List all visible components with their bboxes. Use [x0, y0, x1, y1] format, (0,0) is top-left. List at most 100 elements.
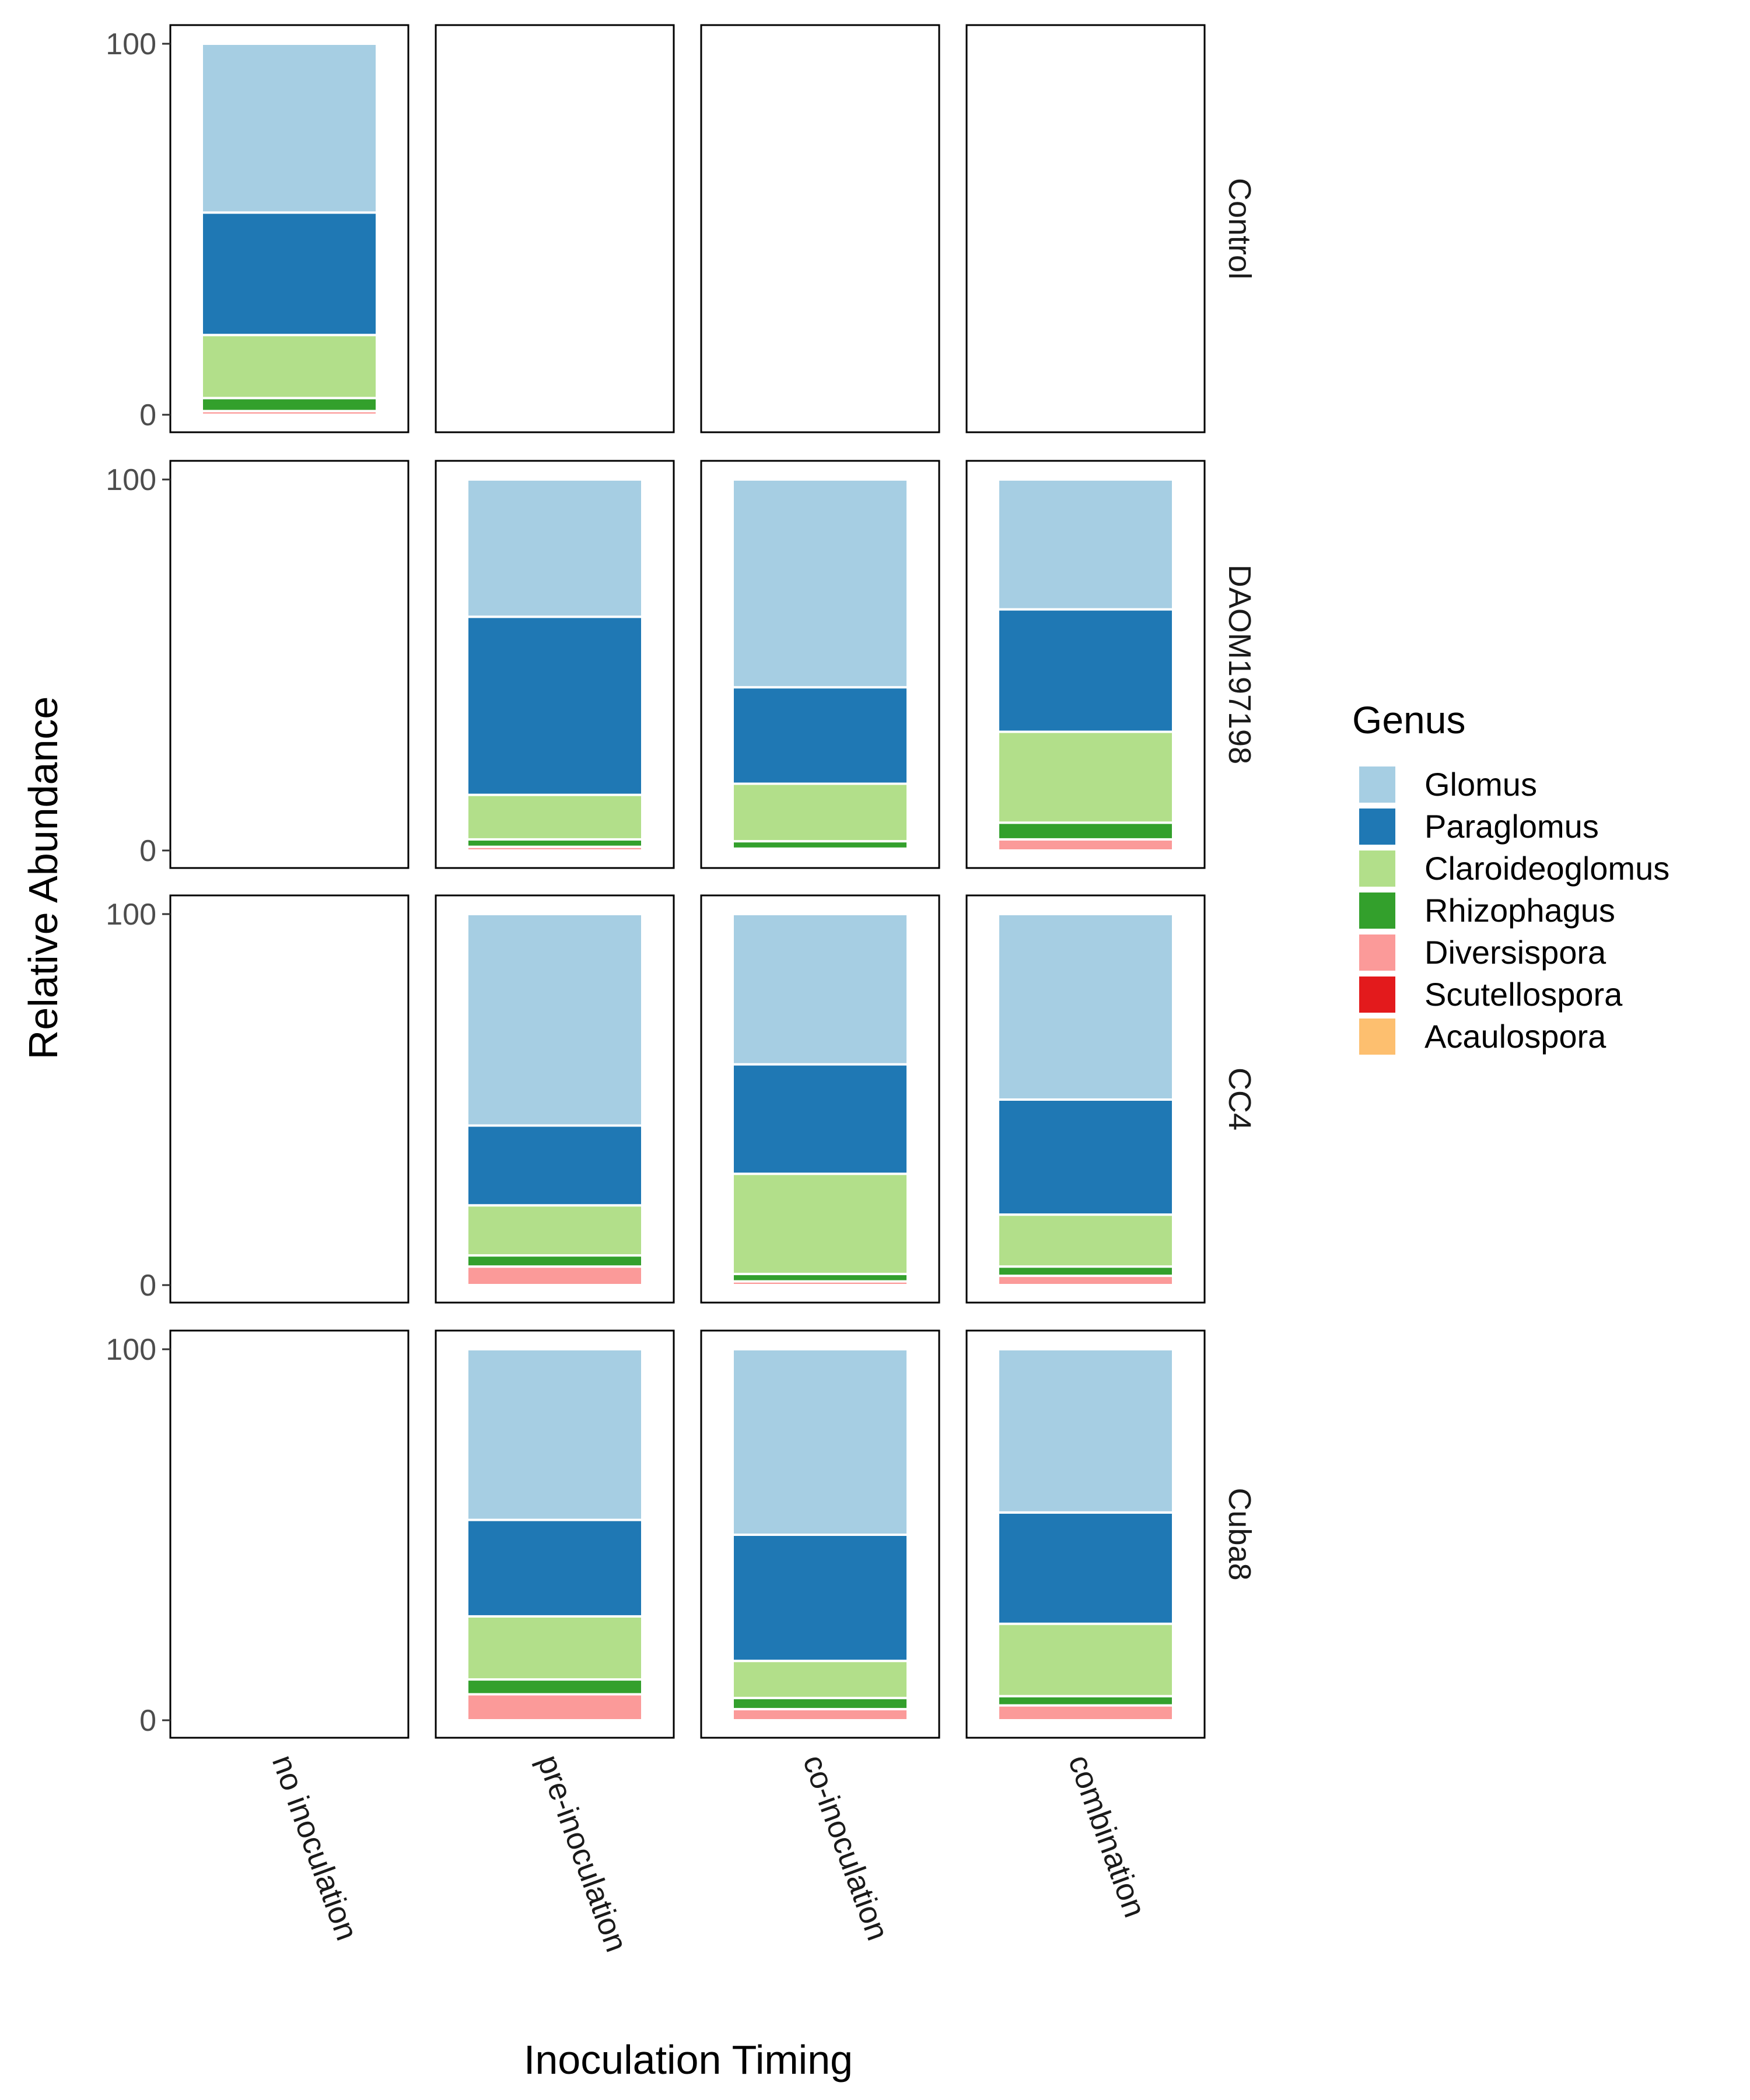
strip-label-cc4: CC4 [1222, 1068, 1257, 1130]
stacked-bar-cc4-pre-inoculation [466, 913, 643, 1286]
legend-item-glomus: Glomus [1359, 766, 1537, 803]
stacked-bar-cc4-co-inoculation [732, 913, 909, 1286]
panel-border [965, 894, 1206, 1304]
panel-border [700, 24, 940, 433]
legend-title: Genus [1352, 698, 1465, 741]
legend-label: Diversispora [1424, 934, 1606, 971]
bar-segment-paraglomus [732, 686, 909, 785]
y-tick-label: 100 [106, 1333, 156, 1367]
bar-segment-claroideoglomus [466, 1204, 643, 1257]
y-tick-label: 100 [106, 27, 156, 61]
y-tick-label: 0 [139, 1704, 156, 1738]
bar-segment-rhizophagus [997, 1265, 1174, 1278]
bar-segment-glomus [466, 1348, 643, 1521]
y-tick-label: 0 [139, 834, 156, 868]
panel-border [700, 894, 940, 1304]
stacked-bar-daom197198-combination [997, 478, 1174, 852]
stacked-bar-daom197198-pre-inoculation [466, 478, 643, 852]
bar-segment-rhizophagus [466, 1678, 643, 1696]
bar-segment-paraglomus [466, 1124, 643, 1207]
bar-segment-claroideoglomus [997, 730, 1174, 824]
bar-segment-rhizophagus [997, 821, 1174, 841]
bar-segment-claroideoglomus [466, 1615, 643, 1681]
panel-border [169, 24, 410, 433]
bar-segment-glomus [201, 43, 378, 214]
strip-label-cuba8: Cuba8 [1222, 1488, 1257, 1580]
legend-swatch [1359, 977, 1395, 1013]
panel-control-combination [965, 24, 1206, 433]
panel-border [169, 460, 410, 869]
panel-daom197198-pre-inoculation [435, 460, 675, 869]
legend-label: Acaulospora [1424, 1018, 1606, 1055]
bar-segment-diversispora [997, 1275, 1174, 1287]
panel-border [435, 1329, 675, 1739]
y-tick-label: 100 [106, 898, 156, 932]
bar-segment-paraglomus [201, 211, 378, 337]
bar-segment-glomus [466, 913, 643, 1127]
panel-cc4-combination [965, 894, 1206, 1304]
bar-segment-claroideoglomus [201, 334, 378, 400]
bar-segment-rhizophagus [997, 1695, 1174, 1707]
x-axis-title: Inoculation Timing [524, 2037, 853, 2082]
legend-item-acaulospora: Acaulospora [1359, 1018, 1606, 1055]
bar-segment-paraglomus [997, 1511, 1174, 1625]
stacked-bar-control-no-inoculation [201, 43, 378, 416]
legend-label: Glomus [1424, 766, 1537, 803]
y-tick-label: 0 [139, 1269, 156, 1303]
panel-cc4-no-inoculation [169, 894, 410, 1304]
bar-segment-diversispora [466, 1265, 643, 1286]
panel-daom197198-co-inoculation [700, 460, 940, 869]
bar-segment-paraglomus [997, 608, 1174, 733]
panel-control-no-inoculation [169, 24, 410, 433]
legend-label: Paraglomus [1424, 808, 1599, 845]
legend: Genus Glomus Paraglomus Claroideoglomus Rhi… [1352, 698, 1670, 1055]
bar-segment-glomus [732, 478, 909, 689]
legend-label: Scutellospora [1424, 976, 1623, 1013]
legend-item-diversispora: Diversispora [1359, 934, 1606, 971]
bar-segment-glomus [732, 913, 909, 1066]
facet-panels [169, 24, 1206, 1739]
panel-daom197198-combination [965, 460, 1206, 869]
bar-segment-glomus [997, 1348, 1174, 1514]
row-strip-labels: Control DAOM197198 CC4 Cuba8 [1222, 178, 1257, 1581]
bar-segment-claroideoglomus [466, 793, 643, 841]
legend-item-claroideoglomus: Claroideoglomus [1359, 850, 1670, 887]
bar-segment-diversispora [997, 838, 1174, 852]
legend-label: Rhizophagus [1424, 892, 1615, 929]
bar-segment-claroideoglomus [732, 782, 909, 843]
bar-segment-rhizophagus [201, 397, 378, 412]
legend-swatch [1359, 808, 1395, 845]
legend-item-scutellospora: Scutellospora [1359, 976, 1623, 1013]
panel-border [169, 894, 410, 1304]
panel-border [435, 460, 675, 869]
stacked-bar-cuba8-pre-inoculation [466, 1348, 643, 1721]
panel-control-pre-inoculation [435, 24, 675, 433]
panel-border [965, 24, 1206, 433]
legend-swatch [1359, 892, 1395, 929]
panel-cc4-pre-inoculation [435, 894, 675, 1304]
bar-segment-paraglomus [732, 1534, 909, 1662]
legend-items: Glomus Paraglomus Claroideoglomus Rhizophag… [1359, 766, 1670, 1055]
panel-border [169, 1329, 410, 1739]
bar-segment-rhizophagus [732, 1696, 909, 1710]
bar-segment-glomus [732, 1348, 909, 1536]
legend-label: Claroideoglomus [1424, 850, 1670, 887]
strip-label-daom197198: DAOM197198 [1222, 565, 1257, 764]
bar-segment-diversispora [997, 1704, 1174, 1722]
stacked-bar-cc4-combination [997, 913, 1174, 1287]
bar-segment-claroideoglomus [997, 1213, 1174, 1268]
legend-swatch [1359, 850, 1395, 887]
panel-border [700, 1329, 940, 1739]
panel-cuba8-pre-inoculation [435, 1329, 675, 1739]
legend-item-rhizophagus: Rhizophagus [1359, 892, 1615, 929]
bar-segment-paraglomus [466, 615, 643, 796]
y-axis-ticks: 0 100 0 100 0 100 0 100 [106, 27, 170, 1738]
stacked-bar-cuba8-combination [997, 1348, 1174, 1722]
bar-segment-glomus [997, 478, 1174, 611]
bar-segment-glomus [466, 478, 643, 618]
stacked-bar-daom197198-co-inoculation [732, 478, 909, 852]
bar-segment-diversispora [466, 1693, 643, 1721]
bar-segment-glomus [997, 913, 1174, 1101]
panel-border [965, 1329, 1206, 1739]
